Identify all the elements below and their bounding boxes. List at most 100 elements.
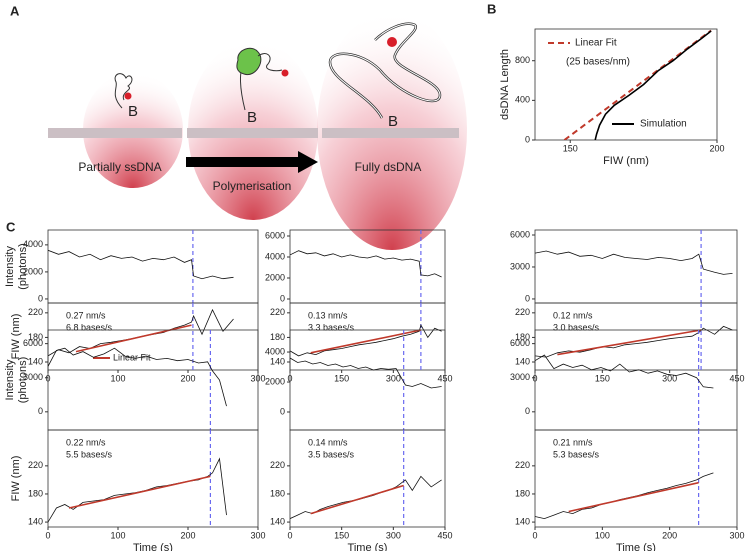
y-tick-label: 800 xyxy=(515,55,530,65)
panel-label: B xyxy=(487,1,496,16)
y-axis-label: FIW (nm) xyxy=(10,456,22,502)
series-line xyxy=(568,481,699,513)
state-label: Fully dsDNA xyxy=(355,160,422,174)
x-tick-label: 300 xyxy=(386,530,401,540)
y-tick-label: 180 xyxy=(515,332,530,342)
annotation: 0.13 nm/s xyxy=(308,310,348,320)
bead xyxy=(124,92,132,100)
y-tick-label: 6000 xyxy=(265,230,285,240)
surface xyxy=(48,128,182,138)
legend-label: Linear Fit xyxy=(575,38,617,49)
y-tick-label: 220 xyxy=(515,307,530,317)
annotation: 0.22 nm/s xyxy=(66,437,106,447)
annotation: 3.3 bases/s xyxy=(308,322,355,332)
y-axis-label: (photons) xyxy=(17,243,29,289)
polymerase xyxy=(236,47,262,76)
y-tick-label: 0 xyxy=(525,406,530,416)
series-line xyxy=(290,357,442,389)
y-tick-label: 220 xyxy=(270,307,285,317)
y-tick-label: 220 xyxy=(515,460,530,470)
y-tick-label: 4000 xyxy=(23,239,43,249)
x-tick-label: 200 xyxy=(662,530,677,540)
x-tick-label: 100 xyxy=(110,373,125,383)
x-tick-label: 450 xyxy=(437,530,452,540)
dna xyxy=(114,73,133,109)
y-tick-label: 180 xyxy=(270,332,285,342)
x-tick-label: 100 xyxy=(110,530,125,540)
series-line xyxy=(310,329,422,354)
annotation: 0.12 nm/s xyxy=(553,310,593,320)
y-tick-label: 0 xyxy=(38,406,43,416)
y-tick-label: 180 xyxy=(28,332,43,342)
bead xyxy=(281,69,289,77)
y-tick-label: 180 xyxy=(515,488,530,498)
dna xyxy=(329,23,441,119)
plot-frame xyxy=(534,429,738,528)
plot-frame xyxy=(534,28,718,141)
y-tick-label: 140 xyxy=(515,516,530,526)
annotation: 0.21 nm/s xyxy=(553,437,593,447)
x-tick-label: 150 xyxy=(334,373,349,383)
y-tick-label: 0 xyxy=(525,134,530,144)
plot-frame xyxy=(534,329,738,431)
y-axis-label: dsDNA Length xyxy=(499,49,511,120)
series-line xyxy=(535,250,733,275)
y-tick-label: 3000 xyxy=(510,372,530,382)
y-tick-label: 140 xyxy=(515,356,530,366)
plot-frame xyxy=(289,429,446,528)
state-label: Partially ssDNA xyxy=(78,160,161,174)
x-tick-label: 100 xyxy=(595,530,610,540)
series-line xyxy=(290,324,442,357)
y-tick-label: 140 xyxy=(28,356,43,366)
y-axis-label: Intensity xyxy=(4,246,16,287)
y-tick-label: 220 xyxy=(28,460,43,470)
arrow xyxy=(186,151,318,173)
y-tick-label: 220 xyxy=(270,460,285,470)
annotation: 3.5 bases/s xyxy=(308,449,355,459)
surface xyxy=(187,128,318,138)
annotation: 5.3 bases/s xyxy=(553,449,600,459)
y-tick-label: 6000 xyxy=(510,229,530,239)
plot-frame xyxy=(534,229,738,304)
y-tick-label: 140 xyxy=(270,356,285,366)
y-tick-label: 0 xyxy=(525,293,530,303)
series-line xyxy=(535,354,714,389)
y-tick-label: 0 xyxy=(280,406,285,416)
y-tick-label: 4000 xyxy=(265,346,285,356)
x-tick-label: 200 xyxy=(709,143,724,153)
series-line xyxy=(594,30,712,140)
series-line xyxy=(535,325,733,358)
y-tick-label: 0 xyxy=(280,293,285,303)
x-axis-label: Time (s) xyxy=(616,542,656,551)
annotation: 5.5 bases/s xyxy=(66,449,113,459)
x-tick-label: 300 xyxy=(729,530,744,540)
series-line xyxy=(290,250,442,278)
y-tick-label: 2000 xyxy=(265,272,285,282)
plot-frame xyxy=(47,429,259,528)
bead-label: B xyxy=(247,109,257,126)
y-axis-label: Intensity xyxy=(4,359,16,400)
y-tick-label: 6000 xyxy=(510,338,530,348)
y-tick-label: 4000 xyxy=(265,251,285,261)
x-axis-label: Time (s) xyxy=(348,542,388,551)
x-tick-label: 300 xyxy=(662,373,677,383)
series-line xyxy=(557,329,702,356)
x-tick-label: 150 xyxy=(563,143,578,153)
y-tick-label: 6000 xyxy=(23,338,43,348)
bead-label: B xyxy=(128,103,138,120)
annotation: 0.27 nm/s xyxy=(66,310,106,320)
y-tick-label: 180 xyxy=(270,488,285,498)
x-axis-label: FIW (nm) xyxy=(603,155,649,167)
y-tick-label: 220 xyxy=(28,307,43,317)
bead xyxy=(387,37,397,47)
x-tick-label: 300 xyxy=(250,530,265,540)
y-axis-label: (photons) xyxy=(17,357,29,403)
y-tick-label: 0 xyxy=(38,293,43,303)
x-tick-label: 0 xyxy=(287,530,292,540)
series-line xyxy=(48,457,227,523)
plot-frame xyxy=(289,329,446,431)
series-line xyxy=(535,472,714,520)
x-axis-label: Time (s) xyxy=(133,542,173,551)
series-line xyxy=(75,324,192,353)
